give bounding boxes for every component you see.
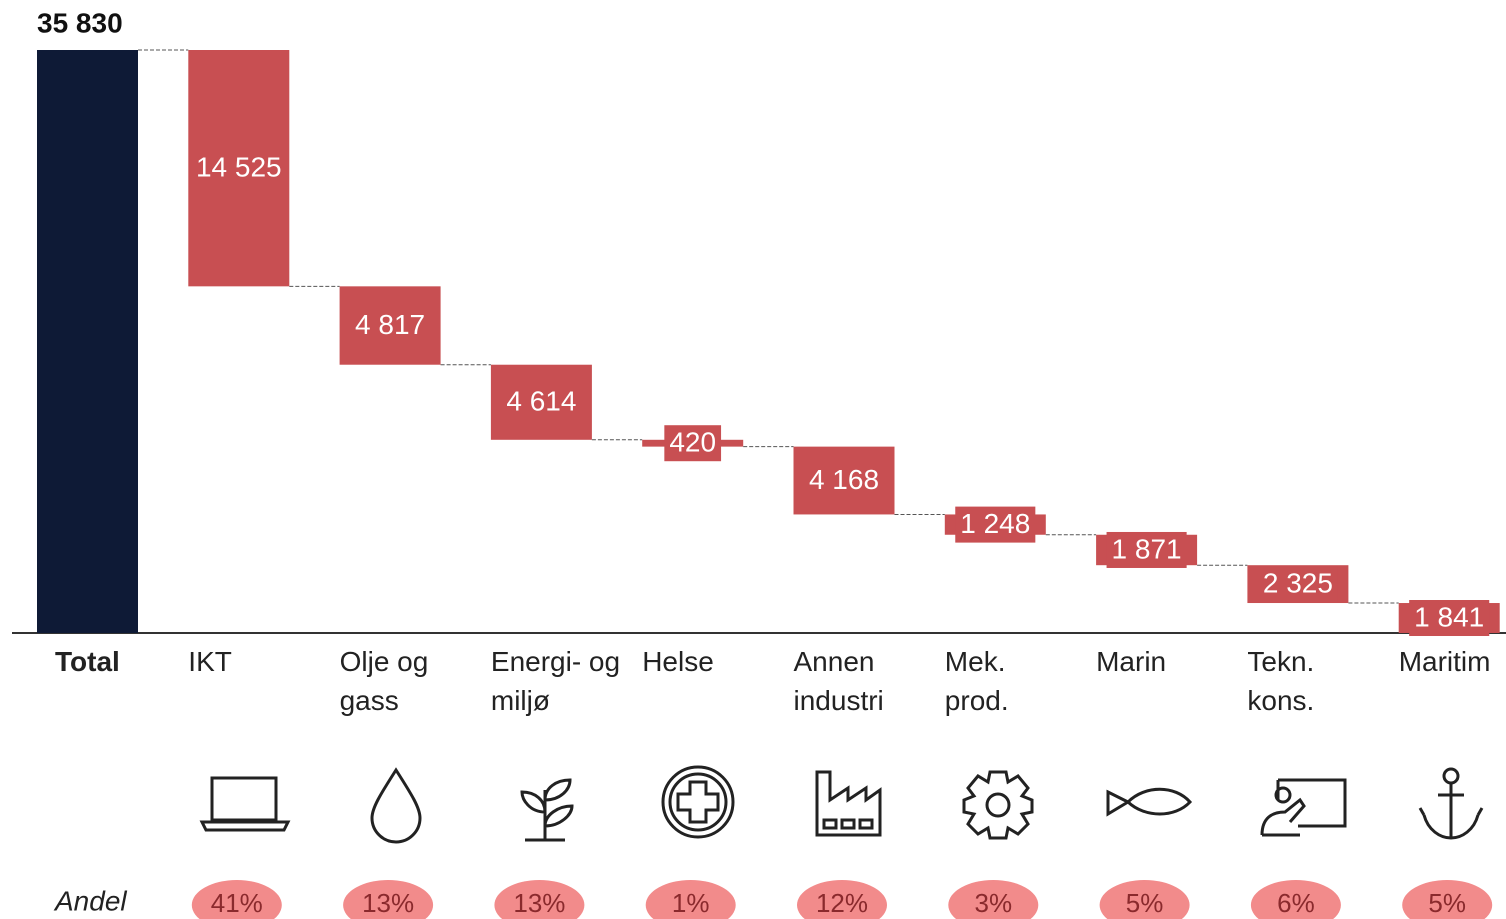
icon-plant xyxy=(520,778,574,842)
share-pill xyxy=(1250,880,1341,919)
category-label: Energi- og miljø xyxy=(490,646,621,716)
share-label: 5% xyxy=(1126,888,1164,918)
category-label: Maritim xyxy=(1398,646,1491,677)
value-label: 4 614 xyxy=(506,386,576,417)
bar xyxy=(793,446,895,515)
category-label: Helse xyxy=(642,646,714,677)
category-label: IKT xyxy=(188,646,232,677)
icon-laptop-base xyxy=(199,820,291,832)
icon-health-outer xyxy=(661,765,735,839)
share-label: 5% xyxy=(1428,888,1466,918)
share-pill xyxy=(645,880,736,919)
category-label: Annen industri xyxy=(793,646,884,716)
icon-gear-hole xyxy=(985,792,1011,818)
share-pill xyxy=(948,880,1039,919)
total-label: Total xyxy=(55,646,120,677)
share-pill xyxy=(797,880,887,919)
bar xyxy=(490,364,592,440)
share-label: 13% xyxy=(362,888,414,918)
share-title: Andel xyxy=(53,885,127,916)
value-label: 4 168 xyxy=(809,464,879,495)
share-label: 12% xyxy=(816,888,868,918)
value-label: 2 325 xyxy=(1263,568,1333,599)
value-label: 4 817 xyxy=(355,309,425,340)
icon-anchor-ring xyxy=(1442,767,1460,785)
bar xyxy=(339,286,441,365)
icon-drop xyxy=(370,767,422,844)
total-value-label: 35 830 xyxy=(37,7,123,38)
share-label: 3% xyxy=(975,888,1013,918)
value-label-bg xyxy=(1257,566,1338,603)
total-bar xyxy=(37,50,138,633)
share-pill xyxy=(343,880,434,919)
category-label: Mek. prod. xyxy=(944,646,1009,716)
icon-cross xyxy=(676,780,720,824)
icons xyxy=(199,765,1484,844)
value-label: 1 871 xyxy=(1112,533,1182,564)
share-pill xyxy=(191,880,282,919)
icon-gear xyxy=(962,770,1034,840)
value-label: 14 525 xyxy=(196,152,282,183)
value-label-bg xyxy=(1409,600,1490,637)
value-label-bg xyxy=(1106,531,1187,568)
value-label: 1 248 xyxy=(960,508,1030,539)
icon-factory xyxy=(815,770,882,837)
category-label: Olje og gass xyxy=(339,646,429,716)
icon-health-inner xyxy=(668,772,728,832)
value-label-bg xyxy=(664,425,722,462)
category-label: Marin xyxy=(1096,646,1167,677)
icon-teacher-head xyxy=(1274,786,1292,804)
value-label-bg xyxy=(955,506,1036,543)
share-pill xyxy=(1402,880,1493,919)
share-label: 6% xyxy=(1277,888,1315,918)
value-label: 420 xyxy=(669,427,716,458)
bar xyxy=(188,50,290,287)
icon-anchor xyxy=(1418,783,1484,840)
share-label: 1% xyxy=(672,888,710,918)
share-label: 41% xyxy=(211,888,263,918)
share-pill xyxy=(1099,880,1190,919)
icon-teacher xyxy=(1260,778,1347,837)
category-label: Tekn. kons. xyxy=(1247,646,1315,716)
value-label: 1 841 xyxy=(1414,601,1484,632)
share-label: 13% xyxy=(513,888,565,918)
share-pill xyxy=(494,880,585,919)
icon-fish xyxy=(1106,787,1193,817)
icon-laptop xyxy=(210,776,278,822)
